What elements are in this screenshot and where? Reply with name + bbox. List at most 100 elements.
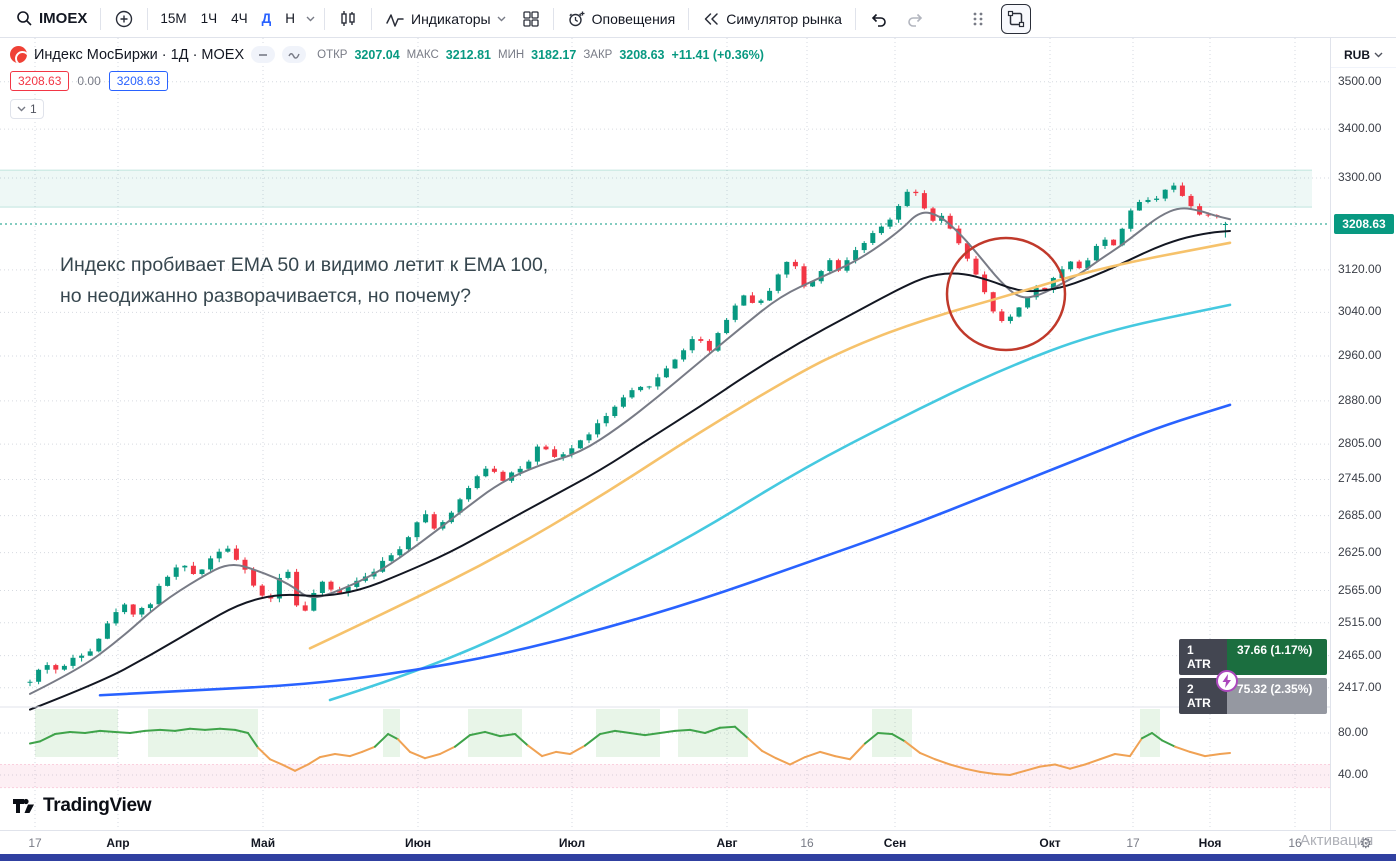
high-label: МАКС	[406, 48, 439, 61]
timeframe-menu-button[interactable]	[302, 5, 319, 33]
price-axis-label: 2745.00	[1338, 471, 1382, 486]
price-axis-label: 2880.00	[1338, 392, 1382, 407]
time-axis-label: Ноя	[1198, 836, 1222, 850]
collapsed-count: 1	[30, 102, 37, 116]
select-tool-button[interactable]	[1001, 4, 1031, 34]
time-axis-label: Июл	[558, 836, 586, 850]
series-settings-button[interactable]	[282, 46, 307, 63]
market-replay-button[interactable]: Симулятор рынка	[694, 5, 850, 33]
moex-logo	[10, 46, 27, 63]
currency-label: RUB	[1344, 47, 1370, 62]
select-tool-icon	[1007, 10, 1025, 28]
toolbar-divider	[324, 7, 326, 30]
undo-icon	[871, 13, 886, 27]
price-axis-label: 3120.00	[1338, 261, 1382, 276]
alerts-button[interactable]: Оповещения	[559, 5, 684, 33]
time-axis-label: Май	[250, 836, 276, 850]
hide-series-button[interactable]	[251, 46, 276, 63]
atr2-value: 75.32 (2.35%)	[1227, 678, 1327, 714]
tradingview-logo-text: TradingView	[43, 795, 152, 816]
alert-clock-icon	[568, 11, 585, 26]
indicators-button[interactable]: Индикаторы	[377, 5, 514, 33]
price-axis-label: 3040.00	[1338, 304, 1382, 319]
undo-button[interactable]	[861, 5, 897, 33]
currency-selector[interactable]: RUB	[1331, 42, 1396, 68]
ohlc-readout: ОТКР 3207.04 МАКС 3212.81 МИН 3182.17 ЗАКР 3…	[317, 48, 764, 62]
price-axis-label: 2565.00	[1338, 582, 1382, 597]
timeframe-1d-button[interactable]: Д	[255, 5, 279, 33]
annotation-line-2: но неодижанно разворачивается, но почему…	[60, 285, 472, 307]
price-axis[interactable]: RUB 3500.00 3400.00 3300.00 3120.00 3040.00 2…	[1330, 38, 1396, 830]
time-axis-label: Сен	[883, 836, 907, 850]
layout-grid-button[interactable]	[514, 5, 548, 33]
apps-grid-icon	[973, 12, 983, 26]
toolbar-divider	[100, 7, 102, 30]
price-axis-label: 2805.00	[1338, 436, 1382, 451]
time-axis-label: Июн	[404, 836, 432, 850]
time-axis[interactable]: 17 Апр Май Июн Июл Авг 16 Сен Окт 17 Ноя 16 ⚙	[0, 830, 1396, 854]
gear-icon[interactable]: ⚙	[1359, 835, 1372, 851]
redo-icon	[908, 13, 923, 27]
price-axis-label: 2625.00	[1338, 544, 1382, 559]
time-axis-label: 16	[1288, 836, 1302, 850]
price-axis-label: 3400.00	[1338, 121, 1382, 136]
tradingview-logo[interactable]: TradingView	[12, 795, 152, 817]
low-label: МИН	[497, 48, 525, 61]
compare-add-button[interactable]	[106, 5, 142, 33]
chart-style-button[interactable]	[330, 5, 366, 33]
time-axis-label: 17	[1126, 836, 1140, 850]
symbol-search-label: IMOEX	[39, 10, 88, 27]
time-axis-label: 16	[800, 836, 814, 850]
bid-price-chip[interactable]: 3208.63	[10, 71, 70, 91]
close-value: 3208.63	[619, 47, 665, 62]
high-value: 3212.81	[445, 47, 491, 62]
text-annotation[interactable]: Индекс пробивает EMA 50 и видимо летит к…	[60, 250, 548, 312]
annotation-line-1: Индекс пробивает EMA 50 и видимо летит к…	[60, 254, 549, 276]
quick-action-button[interactable]	[1216, 670, 1238, 692]
timeframe-4h-button[interactable]: 4Ч	[224, 5, 255, 33]
ask-price-chip[interactable]: 3208.63	[108, 71, 169, 91]
price-axis-label: 2515.00	[1338, 614, 1382, 629]
chevron-down-icon	[497, 16, 506, 21]
search-icon	[17, 11, 32, 26]
last-price-tag: 3208.63	[1334, 214, 1394, 234]
atr-row-1: 1 ATR 37.66 (1.17%)	[1179, 639, 1327, 675]
chart-canvas[interactable]	[0, 38, 1330, 830]
minus-icon	[259, 53, 268, 56]
price-axis-label: 2960.00	[1338, 348, 1382, 363]
price-axis-label: 3300.00	[1338, 170, 1382, 185]
open-value: 3207.04	[354, 47, 400, 62]
oscillator-axis-label: 40.00	[1338, 767, 1369, 781]
change-value: +11.41 (+0.36%)	[671, 47, 764, 62]
timeframe-15m-button[interactable]: 15M	[153, 5, 193, 33]
atr1-label: 1 ATR	[1179, 639, 1227, 675]
price-axis-label: 2417.00	[1338, 679, 1382, 694]
indicators-label: Индикаторы	[411, 10, 491, 27]
chevron-down-icon	[306, 16, 315, 21]
apps-grid-button[interactable]	[963, 4, 993, 34]
symbol-title[interactable]: Индекс МосБиржи · 1Д · MOEX	[34, 46, 245, 63]
chevron-down-icon	[17, 106, 26, 112]
tradingview-logo-icon	[13, 798, 34, 813]
low-value: 3182.17	[531, 47, 577, 62]
timeframe-1w-button[interactable]: Н	[278, 5, 302, 33]
top-toolbar: IMOEX 15M 1Ч 4Ч Д Н	[0, 0, 1396, 38]
atr-readout: 1 ATR 37.66 (1.17%) 2 ATR 75.32 (2.35%)	[1179, 639, 1327, 717]
redo-button[interactable]	[897, 5, 933, 33]
time-axis-label: Авг	[716, 836, 738, 850]
chevron-down-icon	[1374, 52, 1383, 57]
toolbar-divider	[552, 7, 554, 30]
timeframe-1h-button[interactable]: 1Ч	[194, 5, 225, 33]
symbol-search-button[interactable]: IMOEX	[8, 5, 95, 33]
spread-value: 0.00	[77, 74, 101, 88]
indicators-collapse-button[interactable]: 1	[10, 99, 44, 119]
lightning-icon	[1222, 674, 1231, 688]
layout-grid-icon	[522, 10, 539, 27]
toolbar-divider	[854, 7, 856, 30]
time-axis-label: Окт	[1039, 836, 1061, 850]
price-axis-label: 3500.00	[1338, 73, 1382, 88]
toolbar-divider	[371, 7, 373, 30]
plus-circle-icon	[116, 10, 133, 27]
alerts-label: Оповещения	[591, 10, 676, 27]
